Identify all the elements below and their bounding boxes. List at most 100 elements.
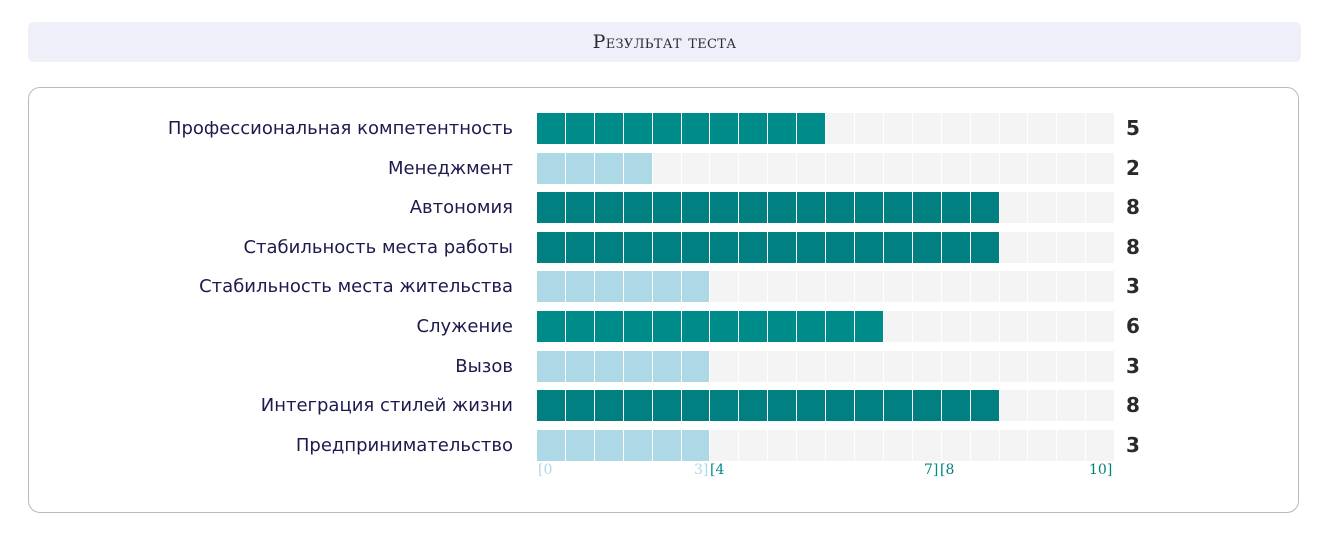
score-bar-empty-cell	[1086, 153, 1115, 184]
score-bar-empty-cell	[999, 390, 1029, 421]
scale-low-end: 3]	[694, 462, 709, 478]
score-bar-empty-cell	[1057, 390, 1087, 421]
score-bar-filled-cell	[970, 232, 1000, 263]
score-bar-empty-cell	[652, 153, 682, 184]
score-bar-empty-cell	[999, 232, 1029, 263]
score-bar-filled-cell	[681, 430, 711, 461]
result-score: 8	[1126, 195, 1140, 219]
score-bar-filled-cell	[652, 390, 682, 421]
score-bar-empty-cell	[710, 351, 740, 382]
score-bar-filled-cell	[797, 113, 827, 144]
score-bar-filled-cell	[768, 113, 798, 144]
score-bar-filled-cell	[710, 232, 740, 263]
score-bar-empty-cell	[1057, 192, 1087, 223]
score-bar-empty-cell	[1086, 192, 1115, 223]
result-score: 5	[1126, 116, 1140, 140]
score-bar-empty-cell	[883, 153, 913, 184]
score-bar-filled-cell	[537, 271, 566, 302]
score-bar-empty-cell	[999, 351, 1029, 382]
score-bar-empty-cell	[941, 113, 971, 144]
score-bar-filled-cell	[623, 192, 653, 223]
scale-high-start: [8	[940, 462, 955, 478]
score-bar-empty-cell	[797, 271, 827, 302]
score-bar-filled-cell	[565, 232, 595, 263]
score-bar-filled-cell	[826, 311, 855, 342]
score-bar-empty-cell	[826, 271, 855, 302]
score-bar-filled-cell	[854, 192, 884, 223]
score-bar-empty-cell	[941, 311, 971, 342]
score-bar	[537, 271, 1115, 302]
score-bar-filled-cell	[739, 311, 769, 342]
score-bar-filled-cell	[797, 192, 827, 223]
score-bar-empty-cell	[941, 271, 971, 302]
result-row: Менеджмент 2	[0, 153, 1322, 184]
score-bar	[537, 351, 1115, 382]
score-bar-empty-cell	[1086, 430, 1115, 461]
score-bar-filled-cell	[565, 153, 595, 184]
score-bar-empty-cell	[883, 271, 913, 302]
score-bar-filled-cell	[681, 113, 711, 144]
score-bar-filled-cell	[854, 311, 884, 342]
score-bar-empty-cell	[970, 153, 1000, 184]
score-bar-filled-cell	[710, 390, 740, 421]
result-label: Профессиональная компетентность	[167, 118, 513, 139]
score-bar-empty-cell	[1028, 311, 1058, 342]
score-bar-empty-cell	[826, 351, 855, 382]
score-bar-empty-cell	[1057, 271, 1087, 302]
score-bar-filled-cell	[594, 311, 624, 342]
score-bar-empty-cell	[941, 430, 971, 461]
score-bar-filled-cell	[710, 113, 740, 144]
score-bar-empty-cell	[999, 271, 1029, 302]
score-bar-filled-cell	[768, 390, 798, 421]
score-bar-filled-cell	[739, 390, 769, 421]
score-bar	[537, 311, 1115, 342]
score-bar-filled-cell	[652, 113, 682, 144]
score-bar-filled-cell	[537, 430, 566, 461]
score-bar-filled-cell	[710, 192, 740, 223]
result-row: Стабильность места работы 8	[0, 232, 1322, 263]
result-row: Интеграция стилей жизни 8	[0, 390, 1322, 421]
score-bar-filled-cell	[854, 390, 884, 421]
scale-high-end: 10]	[1089, 462, 1113, 478]
score-bar-filled-cell	[739, 113, 769, 144]
score-bar-empty-cell	[1028, 430, 1058, 461]
score-bar-filled-cell	[768, 192, 798, 223]
score-bar-empty-cell	[854, 271, 884, 302]
score-bar-empty-cell	[854, 430, 884, 461]
score-bar-filled-cell	[565, 192, 595, 223]
result-score: 2	[1126, 156, 1140, 180]
result-label: Служение	[416, 316, 513, 337]
score-bar	[537, 232, 1115, 263]
result-panel	[28, 87, 1299, 513]
score-bar-empty-cell	[768, 351, 798, 382]
score-bar-filled-cell	[594, 153, 624, 184]
result-label: Стабильность места жительства	[199, 276, 513, 297]
score-bar-filled-cell	[652, 311, 682, 342]
score-bar-empty-cell	[912, 351, 942, 382]
score-bar-filled-cell	[594, 390, 624, 421]
result-header: Результат теста	[28, 22, 1301, 62]
score-bar	[537, 390, 1115, 421]
score-bar-filled-cell	[768, 311, 798, 342]
score-bar-empty-cell	[768, 430, 798, 461]
score-bar-filled-cell	[623, 232, 653, 263]
scale-mid-end: 7]	[924, 462, 939, 478]
score-bar-empty-cell	[1086, 232, 1115, 263]
score-bar-filled-cell	[623, 311, 653, 342]
score-bar-empty-cell	[739, 430, 769, 461]
score-bar-filled-cell	[623, 113, 653, 144]
score-bar-empty-cell	[912, 153, 942, 184]
result-label: Вызов	[455, 356, 513, 377]
score-bar-empty-cell	[941, 351, 971, 382]
result-label: Стабильность места работы	[243, 237, 513, 258]
score-bar-filled-cell	[652, 351, 682, 382]
result-label: Менеджмент	[387, 158, 513, 179]
score-bar-filled-cell	[594, 192, 624, 223]
score-bar-empty-cell	[1086, 113, 1115, 144]
score-bar-empty-cell	[883, 311, 913, 342]
score-bar	[537, 430, 1115, 461]
result-label: Автономия	[409, 197, 513, 218]
score-bar-filled-cell	[537, 232, 566, 263]
score-bar-filled-cell	[623, 390, 653, 421]
score-bar-filled-cell	[565, 390, 595, 421]
